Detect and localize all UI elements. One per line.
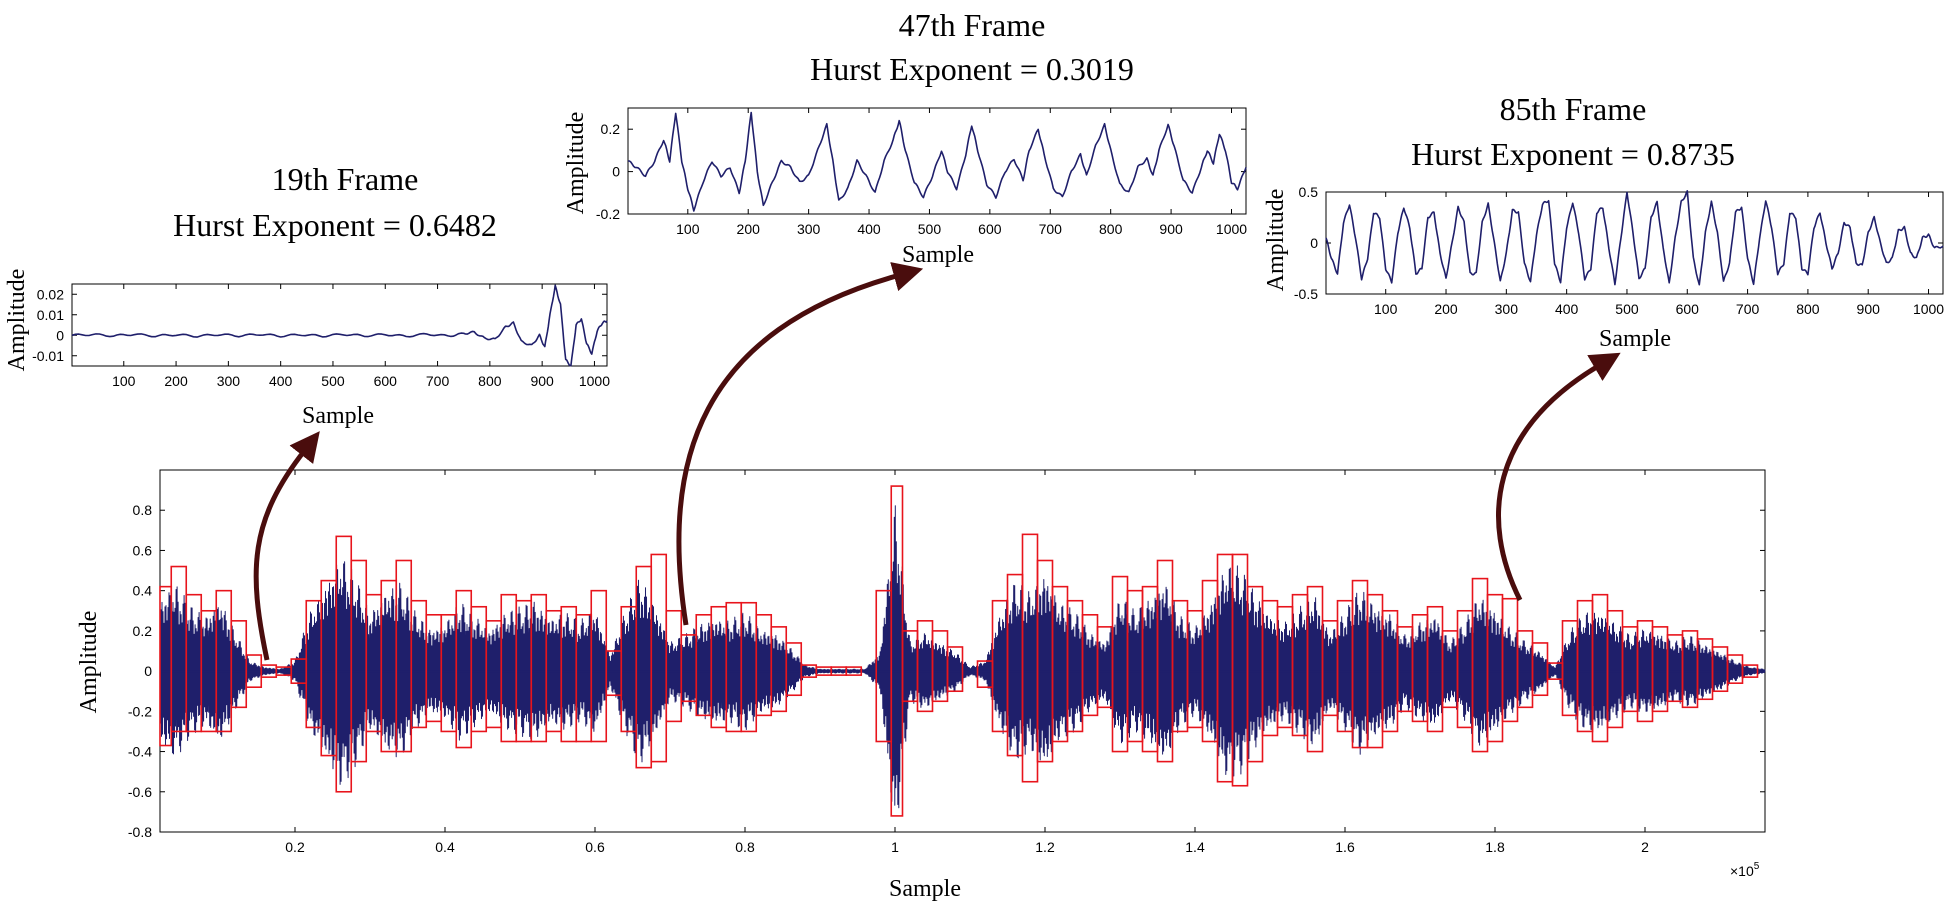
frame85-signal-line xyxy=(1325,190,1944,286)
frame47-xtick-label: 900 xyxy=(1159,221,1183,237)
frame47-ytick-label: 0.2 xyxy=(601,121,621,137)
frame47-xtick-label: 1000 xyxy=(1216,221,1247,237)
main-ytick-label: 0.8 xyxy=(133,502,153,518)
frame85-xtick-label: 1000 xyxy=(1913,301,1944,317)
main-xtick-label: 2 xyxy=(1641,839,1649,855)
main-ytick-label: 0.6 xyxy=(133,542,153,558)
main-ytick-label: 0.4 xyxy=(133,583,153,599)
frame85-xtick-label: 800 xyxy=(1796,301,1820,317)
frame19-signal-line xyxy=(71,284,608,367)
frame47-xlabel: Sample xyxy=(902,242,974,268)
frame85-ytick-label: -0.5 xyxy=(1294,286,1318,302)
frame85-plot: 100 200 300 400 500 600 700 800 900 1000 -0.5 0 0.5 xyxy=(1294,184,1944,317)
frame47-xtick-label: 100 xyxy=(676,221,700,237)
frame19-xtick-label: 900 xyxy=(530,373,554,389)
frame85-xtick-label: 600 xyxy=(1676,301,1700,317)
frame19-xtick-label: 400 xyxy=(269,373,293,389)
main-xtick-label: 1.8 xyxy=(1485,839,1505,855)
main-ytick-label: -0.8 xyxy=(128,824,152,840)
frame19-hurst-label: Hurst Exponent = 0.6482 xyxy=(173,207,497,243)
frame85-ytick-label: 0 xyxy=(1310,235,1318,251)
main-xtick-label: 1.2 xyxy=(1035,839,1055,855)
frame85-title: 85th Frame xyxy=(1500,91,1647,127)
frame19-ytick-label: -0.01 xyxy=(32,348,64,364)
frame19-xtick-label: 800 xyxy=(478,373,502,389)
frame47-xtick-label: 400 xyxy=(857,221,881,237)
main-ytick-label: 0.2 xyxy=(133,623,153,639)
frame85-xtick-label: 900 xyxy=(1857,301,1881,317)
frame85-xlabel: Sample xyxy=(1599,326,1671,352)
main-xtick-label: 0.2 xyxy=(285,839,305,855)
main-ytick-label: -0.4 xyxy=(128,744,152,760)
frame47-xtick-label: 500 xyxy=(918,221,942,237)
main-waveform-plot: 0.2 0.4 0.6 0.8 1 1.2 1.4 1.6 1.8 2 -0.8 -0.6 -0.4 -0… xyxy=(128,469,1766,855)
main-xtick-label: 0.8 xyxy=(735,839,755,855)
frame85-xtick-label: 500 xyxy=(1615,301,1639,317)
main-xtick-label: 1.4 xyxy=(1185,839,1205,855)
frame19-xtick-label: 1000 xyxy=(579,373,610,389)
frame19-xtick-label: 300 xyxy=(217,373,241,389)
main-ytick-label: 0 xyxy=(144,663,152,679)
frame85-hurst-label: Hurst Exponent = 0.8735 xyxy=(1411,136,1735,172)
main-x-exponent: ×105 xyxy=(1730,861,1760,879)
main-xtick-label: 0.4 xyxy=(435,839,455,855)
frame47-signal-line xyxy=(628,111,1247,212)
frame85-ylabel: Amplitude xyxy=(1263,189,1289,292)
main-xtick-label: 0.6 xyxy=(585,839,605,855)
arrow-frame47 xyxy=(676,262,924,626)
frame19-ylabel: Amplitude xyxy=(4,269,30,372)
frame85-ytick-label: 0.5 xyxy=(1299,184,1319,200)
frame47-plot: 100 200 300 400 500 600 700 800 900 1000 -0.2 0 0.2 xyxy=(596,107,1247,237)
frame19-ytick-label: 0.01 xyxy=(37,307,64,323)
frame85-xtick-label: 100 xyxy=(1374,301,1398,317)
frame47-title: 47th Frame xyxy=(899,7,1046,43)
frame19-plot: 100 200 300 400 500 600 700 800 900 1000 -0.01 0 0.0… xyxy=(32,283,610,389)
frame19-xtick-label: 100 xyxy=(112,373,136,389)
frame85-xtick-label: 300 xyxy=(1495,301,1519,317)
frame19-ytick-label: 0 xyxy=(56,327,64,343)
frame19-title: 19th Frame xyxy=(272,161,419,197)
frame-box xyxy=(845,666,863,676)
arrow-frame85 xyxy=(1496,352,1621,602)
frame85-xtick-label: 700 xyxy=(1736,301,1760,317)
frame47-ytick-label: -0.2 xyxy=(596,206,620,222)
frame47-ytick-label: 0 xyxy=(612,164,620,180)
main-ytick-label: -0.2 xyxy=(128,703,152,719)
frame19-ytick-label: 0.02 xyxy=(37,286,64,302)
frame47-ylabel: Amplitude xyxy=(563,112,589,215)
main-xtick-label: 1.6 xyxy=(1335,839,1355,855)
frame19-xtick-label: 700 xyxy=(426,373,450,389)
frame85-xtick-label: 200 xyxy=(1434,301,1458,317)
frame47-xtick-label: 600 xyxy=(978,221,1002,237)
frame-box xyxy=(1741,664,1759,678)
main-ylabel: Amplitude xyxy=(76,611,102,714)
frame19-xtick-label: 500 xyxy=(321,373,345,389)
frame47-xtick-label: 700 xyxy=(1039,221,1063,237)
frame47-xtick-label: 300 xyxy=(797,221,821,237)
frame19-axes-box xyxy=(71,283,608,367)
main-xtick-label: 1 xyxy=(891,839,899,855)
frame47-hurst-label: Hurst Exponent = 0.3019 xyxy=(810,51,1134,87)
frame19-xtick-label: 600 xyxy=(374,373,398,389)
frame47-xtick-label: 200 xyxy=(737,221,761,237)
frame19-xlabel: Sample xyxy=(302,403,374,429)
frame47-xtick-label: 800 xyxy=(1099,221,1123,237)
frame-box xyxy=(946,646,964,693)
frame85-xtick-label: 400 xyxy=(1555,301,1579,317)
main-xlabel: Sample xyxy=(889,876,961,902)
main-ytick-label: -0.6 xyxy=(128,784,152,800)
frame19-xtick-label: 200 xyxy=(164,373,188,389)
arrow-frame19 xyxy=(253,431,320,661)
